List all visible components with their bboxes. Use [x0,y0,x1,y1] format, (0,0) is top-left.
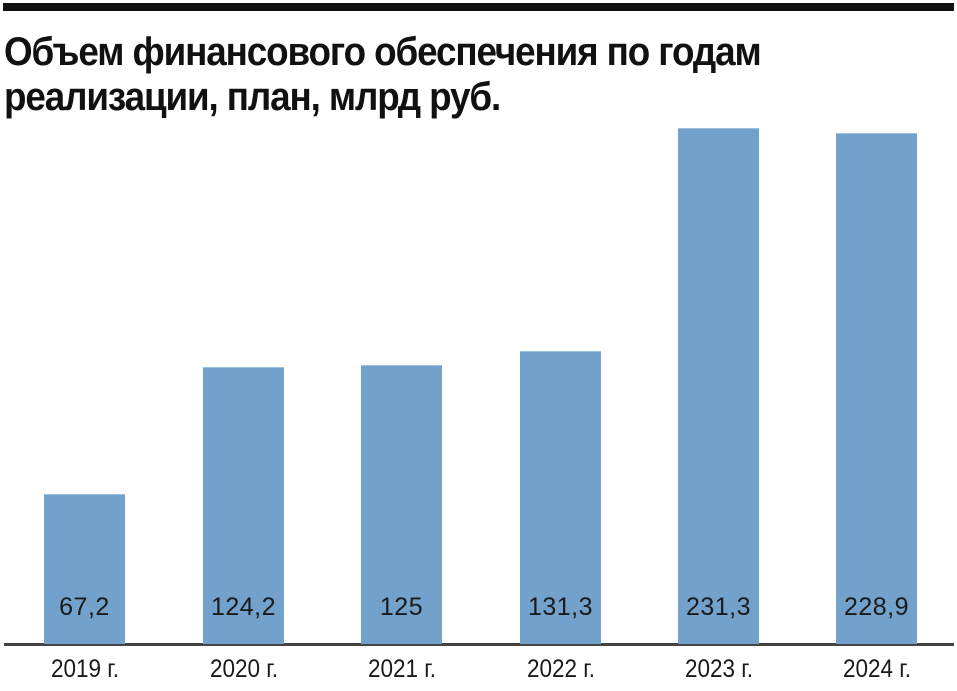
bar-value-label: 131,3 [527,593,594,621]
top-rule [3,3,954,11]
x-tick-label: 2022 г. [526,655,595,683]
bar-1 [203,366,284,644]
chart-title: Объем финансового обеспечения по годам р… [4,30,762,119]
bar-4 [678,128,759,644]
x-tick-label: 2020 г. [209,655,278,683]
bar-value-label: 228,9 [843,593,910,621]
bar-2 [361,365,442,644]
bar-value-label: 231,3 [685,593,752,621]
bar-value-label: 124,2 [210,593,277,621]
bar-value-label: 125 [379,593,424,621]
x-tick-label: 2023 г. [684,655,753,683]
x-tick-label: 2021 г. [367,655,436,683]
x-tick-label: 2024 г. [842,655,911,683]
x-axis-baseline [4,643,954,646]
x-tick-label: 2019 г. [50,655,119,683]
bar-3 [520,351,601,644]
bar-5 [836,133,917,644]
bar-0 [44,494,125,644]
bar-value-label: 67,2 [59,593,110,621]
